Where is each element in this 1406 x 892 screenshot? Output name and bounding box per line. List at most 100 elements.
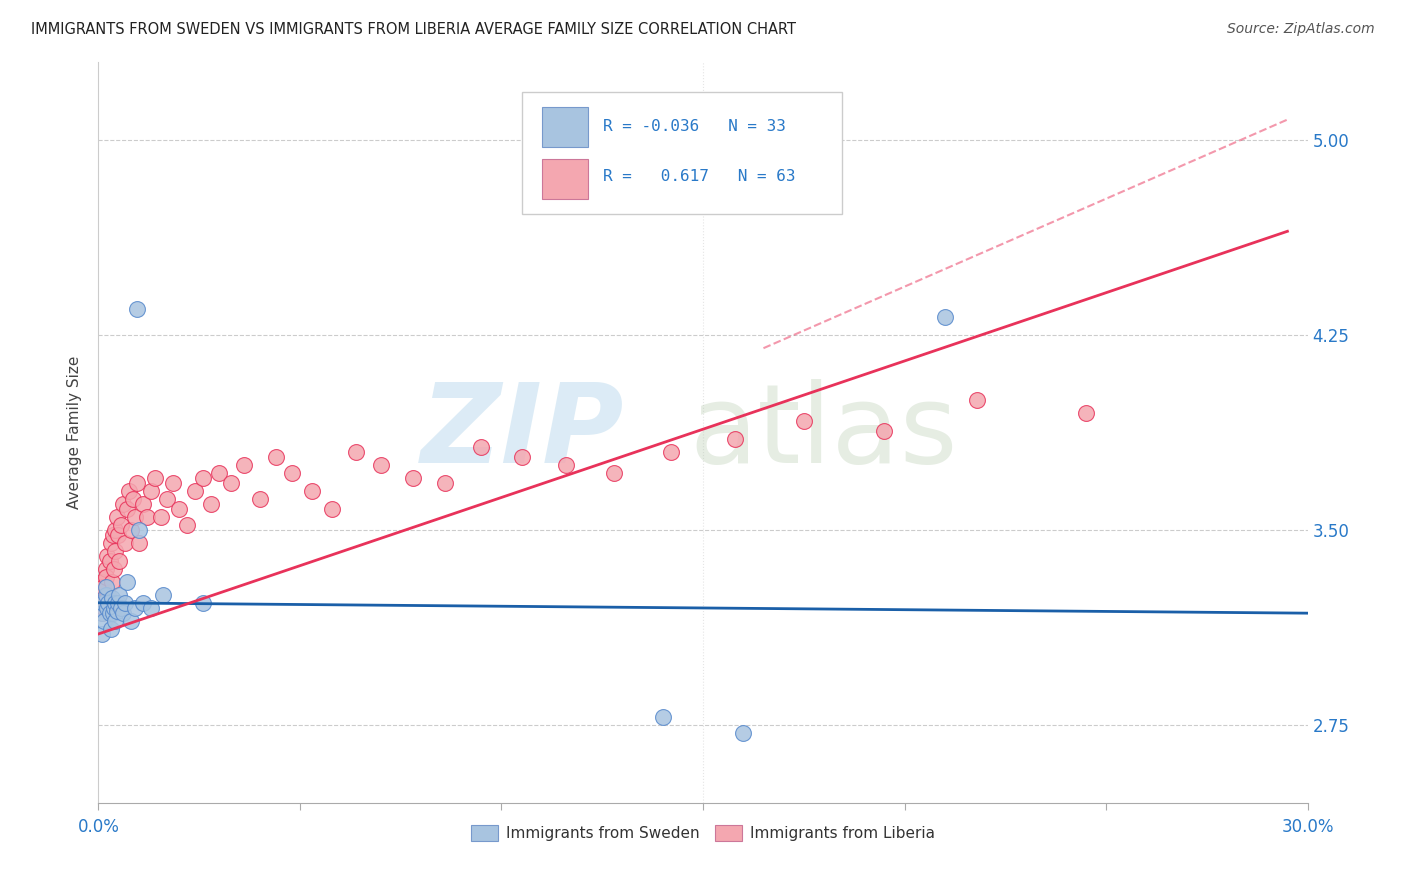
Point — [724, 432, 747, 446]
Point — [733, 725, 755, 739]
Point — [167, 502, 190, 516]
Point — [103, 562, 125, 576]
Point — [139, 484, 162, 499]
Point — [128, 523, 150, 537]
Point — [132, 497, 155, 511]
Point — [370, 458, 392, 472]
Text: ZIP: ZIP — [420, 379, 624, 486]
Point — [105, 603, 128, 617]
Point — [470, 440, 492, 454]
Point — [555, 458, 578, 472]
Point — [111, 606, 134, 620]
Point — [100, 536, 122, 550]
Point — [103, 601, 125, 615]
Point — [96, 601, 118, 615]
Point — [118, 484, 141, 499]
Point — [107, 596, 129, 610]
Point — [128, 536, 150, 550]
Point — [152, 588, 174, 602]
Point — [434, 476, 457, 491]
Point — [193, 596, 215, 610]
Point — [101, 528, 124, 542]
Point — [651, 710, 673, 724]
Point — [264, 450, 287, 465]
Text: IMMIGRANTS FROM SWEDEN VS IMMIGRANTS FROM LIBERIA AVERAGE FAMILY SIZE CORRELATIO: IMMIGRANTS FROM SWEDEN VS IMMIGRANTS FRO… — [31, 22, 796, 37]
Point — [344, 445, 367, 459]
Text: R = -0.036   N = 33: R = -0.036 N = 33 — [603, 119, 786, 134]
Point — [96, 580, 118, 594]
Legend: Immigrants from Sweden, Immigrants from Liberia: Immigrants from Sweden, Immigrants from … — [465, 819, 941, 847]
Point — [120, 523, 142, 537]
Point — [103, 523, 125, 537]
Point — [281, 466, 304, 480]
Point — [143, 471, 166, 485]
Point — [659, 445, 682, 459]
Point — [124, 601, 146, 615]
Point — [149, 510, 172, 524]
Point — [873, 425, 896, 439]
Text: Source: ZipAtlas.com: Source: ZipAtlas.com — [1227, 22, 1375, 37]
Y-axis label: Average Family Size: Average Family Size — [67, 356, 83, 509]
Point — [91, 596, 114, 610]
Text: atlas: atlas — [690, 379, 957, 486]
Point — [934, 310, 956, 324]
Point — [110, 517, 132, 532]
Point — [200, 497, 222, 511]
Point — [221, 476, 243, 491]
Point — [100, 622, 122, 636]
Point — [115, 502, 138, 516]
Point — [93, 614, 115, 628]
Point — [232, 458, 254, 472]
Point — [321, 502, 343, 516]
Point — [91, 580, 114, 594]
Point — [97, 588, 120, 602]
Point — [94, 562, 117, 576]
Point — [193, 471, 215, 485]
Point — [135, 510, 157, 524]
FancyBboxPatch shape — [522, 92, 842, 214]
Point — [105, 510, 128, 524]
Point — [107, 554, 129, 568]
Point — [94, 588, 117, 602]
Point — [96, 570, 118, 584]
Point — [793, 414, 815, 428]
Point — [121, 491, 143, 506]
Point — [510, 450, 533, 465]
Point — [124, 510, 146, 524]
Point — [91, 574, 114, 589]
Text: R =   0.617   N = 63: R = 0.617 N = 63 — [603, 169, 796, 184]
Point — [100, 574, 122, 589]
Point — [208, 466, 231, 480]
Point — [98, 554, 121, 568]
Point — [100, 591, 122, 605]
Point — [162, 476, 184, 491]
Point — [90, 606, 112, 620]
Point — [96, 549, 118, 563]
Point — [249, 491, 271, 506]
Bar — [543, 159, 588, 199]
Point — [139, 601, 162, 615]
Point — [114, 596, 136, 610]
Point — [603, 466, 626, 480]
Point — [184, 484, 207, 499]
Point — [125, 476, 148, 491]
Point — [104, 614, 127, 628]
Point — [110, 601, 132, 615]
Bar — [543, 107, 588, 147]
Point — [1074, 406, 1097, 420]
Point — [107, 528, 129, 542]
Point — [115, 574, 138, 589]
Point — [111, 497, 134, 511]
Point — [176, 517, 198, 532]
Point — [93, 601, 115, 615]
Point — [90, 606, 112, 620]
Point — [107, 588, 129, 602]
Point — [120, 614, 142, 628]
Point — [98, 606, 121, 620]
Point — [114, 536, 136, 550]
Point — [91, 627, 114, 641]
Point — [966, 393, 988, 408]
Point — [97, 596, 120, 610]
Point — [104, 544, 127, 558]
Point — [101, 606, 124, 620]
